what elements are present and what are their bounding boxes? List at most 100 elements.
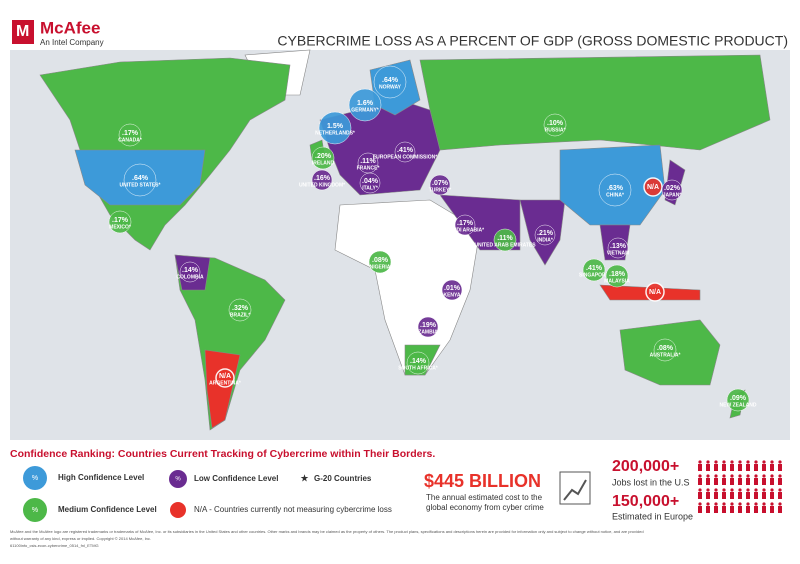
country-value-label: .20% bbox=[315, 153, 332, 160]
person-body bbox=[762, 506, 766, 513]
legend-low-swatch bbox=[169, 470, 187, 488]
person-head bbox=[722, 474, 726, 478]
legend-na-swatch bbox=[170, 502, 186, 518]
legend-na: N/A - Countries currently not measuring … bbox=[194, 505, 392, 514]
country-bubbles: .17%CANADA*.64%UNITED STATES*.17%MEXICO*… bbox=[108, 65, 757, 412]
person-body bbox=[754, 478, 758, 485]
person-head bbox=[714, 488, 718, 492]
argentina bbox=[204, 349, 241, 429]
south-america bbox=[174, 254, 286, 431]
country-value-label: N/A bbox=[647, 184, 659, 191]
person-head bbox=[754, 502, 758, 506]
country-bubble bbox=[318, 111, 352, 145]
person-head bbox=[698, 474, 702, 478]
person-body bbox=[730, 492, 734, 499]
chart-icon-line bbox=[563, 479, 587, 501]
person-head bbox=[730, 502, 734, 506]
logo-shield bbox=[12, 20, 34, 44]
person-body bbox=[738, 478, 742, 485]
person-body bbox=[722, 464, 726, 471]
country-value-label: .11% bbox=[497, 235, 513, 242]
country-value-label: .17% bbox=[122, 130, 139, 137]
person-head bbox=[706, 502, 710, 506]
country-bubble bbox=[311, 146, 335, 170]
country-name: COLOMBIA bbox=[176, 274, 204, 280]
country-name: IRELAND bbox=[312, 160, 335, 166]
person-head bbox=[778, 474, 782, 478]
country-bubble bbox=[429, 174, 451, 196]
person-body bbox=[746, 506, 750, 513]
person-head bbox=[730, 488, 734, 492]
country-name: GERMANY* bbox=[351, 107, 379, 113]
person-head bbox=[762, 488, 766, 492]
country-name: NIGERIA bbox=[370, 264, 391, 270]
legend-symbol: % bbox=[32, 475, 38, 482]
person-head bbox=[738, 474, 742, 478]
person-head bbox=[770, 502, 774, 506]
country-value-label: N/A bbox=[649, 289, 661, 296]
person-head bbox=[698, 488, 702, 492]
country-bubble bbox=[493, 228, 517, 252]
country-bubble bbox=[394, 141, 416, 163]
legend-symbol: % bbox=[32, 507, 38, 514]
country-name: CANADA* bbox=[118, 137, 142, 143]
country-name: TURKEY* bbox=[429, 187, 452, 193]
country-name: NETHERLANDS* bbox=[315, 130, 355, 136]
logo-sub: An Intel Company bbox=[40, 38, 104, 47]
country-value-label: .64% bbox=[382, 77, 399, 84]
person-body bbox=[722, 506, 726, 513]
legend-symbol: % bbox=[175, 477, 181, 483]
country-name: FRANCE* bbox=[357, 165, 380, 171]
person-head bbox=[746, 488, 750, 492]
country-name: ZAMBIA bbox=[418, 329, 438, 335]
country-bubble bbox=[228, 298, 252, 322]
person-body bbox=[738, 464, 742, 471]
country-bubble bbox=[417, 316, 439, 338]
person-head bbox=[730, 474, 734, 478]
country-value-label: .16% bbox=[314, 175, 331, 182]
stat-cost-desc: global economy from cyber crime bbox=[426, 503, 544, 512]
person-body bbox=[778, 506, 782, 513]
person-body bbox=[770, 464, 774, 471]
country-bubble bbox=[441, 279, 463, 301]
person-head bbox=[754, 488, 758, 492]
legend-star: ★ bbox=[300, 474, 309, 485]
country-bubble bbox=[179, 261, 201, 283]
country-name: SINGAPORE bbox=[579, 272, 610, 278]
country-value-label: .19% bbox=[420, 322, 437, 329]
country-bubble bbox=[534, 224, 556, 246]
person-body bbox=[770, 492, 774, 499]
country-name: SAUDI ARABIA* bbox=[446, 227, 484, 233]
country-bubble bbox=[607, 237, 629, 259]
country-name: JAPAN* bbox=[663, 192, 682, 198]
person-head bbox=[762, 460, 766, 464]
country-bubble bbox=[598, 173, 632, 207]
person-head bbox=[722, 460, 726, 464]
country-bubble bbox=[454, 214, 476, 236]
person-body bbox=[754, 506, 758, 513]
person-body bbox=[730, 506, 734, 513]
person-head bbox=[706, 474, 710, 478]
person-head bbox=[706, 460, 710, 464]
person-body bbox=[722, 492, 726, 499]
title: CYBERCRIME LOSS AS A PERCENT OF GDP (GRO… bbox=[277, 33, 788, 49]
stat-jobs-us: 200,000+ bbox=[612, 458, 679, 475]
person-head bbox=[722, 488, 726, 492]
country-value-label: .10% bbox=[547, 120, 564, 127]
country-bubble bbox=[215, 368, 235, 388]
person-head bbox=[738, 502, 742, 506]
country-value-label: 1.6% bbox=[357, 100, 374, 107]
stat-cost-desc: The annual estimated cost to the bbox=[426, 493, 543, 502]
country-value-label: .11% bbox=[360, 158, 376, 165]
person-body bbox=[714, 464, 718, 471]
country-value-label: .09% bbox=[730, 395, 747, 402]
person-head bbox=[778, 488, 782, 492]
person-body bbox=[738, 506, 742, 513]
country-value-label: .41% bbox=[586, 265, 603, 272]
footer: McAfee and the McAfee logo are registere… bbox=[10, 529, 644, 534]
person-head bbox=[730, 460, 734, 464]
person-head bbox=[762, 474, 766, 478]
logo: McAfee bbox=[40, 18, 100, 37]
person-head bbox=[738, 460, 742, 464]
person-body bbox=[706, 506, 710, 513]
